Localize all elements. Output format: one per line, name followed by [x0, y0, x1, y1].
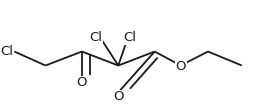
Text: Cl: Cl — [124, 31, 136, 44]
Text: Cl: Cl — [0, 45, 13, 58]
Text: O: O — [176, 60, 186, 73]
Text: Cl: Cl — [90, 31, 103, 44]
Text: O: O — [113, 90, 123, 103]
Text: O: O — [77, 76, 87, 89]
